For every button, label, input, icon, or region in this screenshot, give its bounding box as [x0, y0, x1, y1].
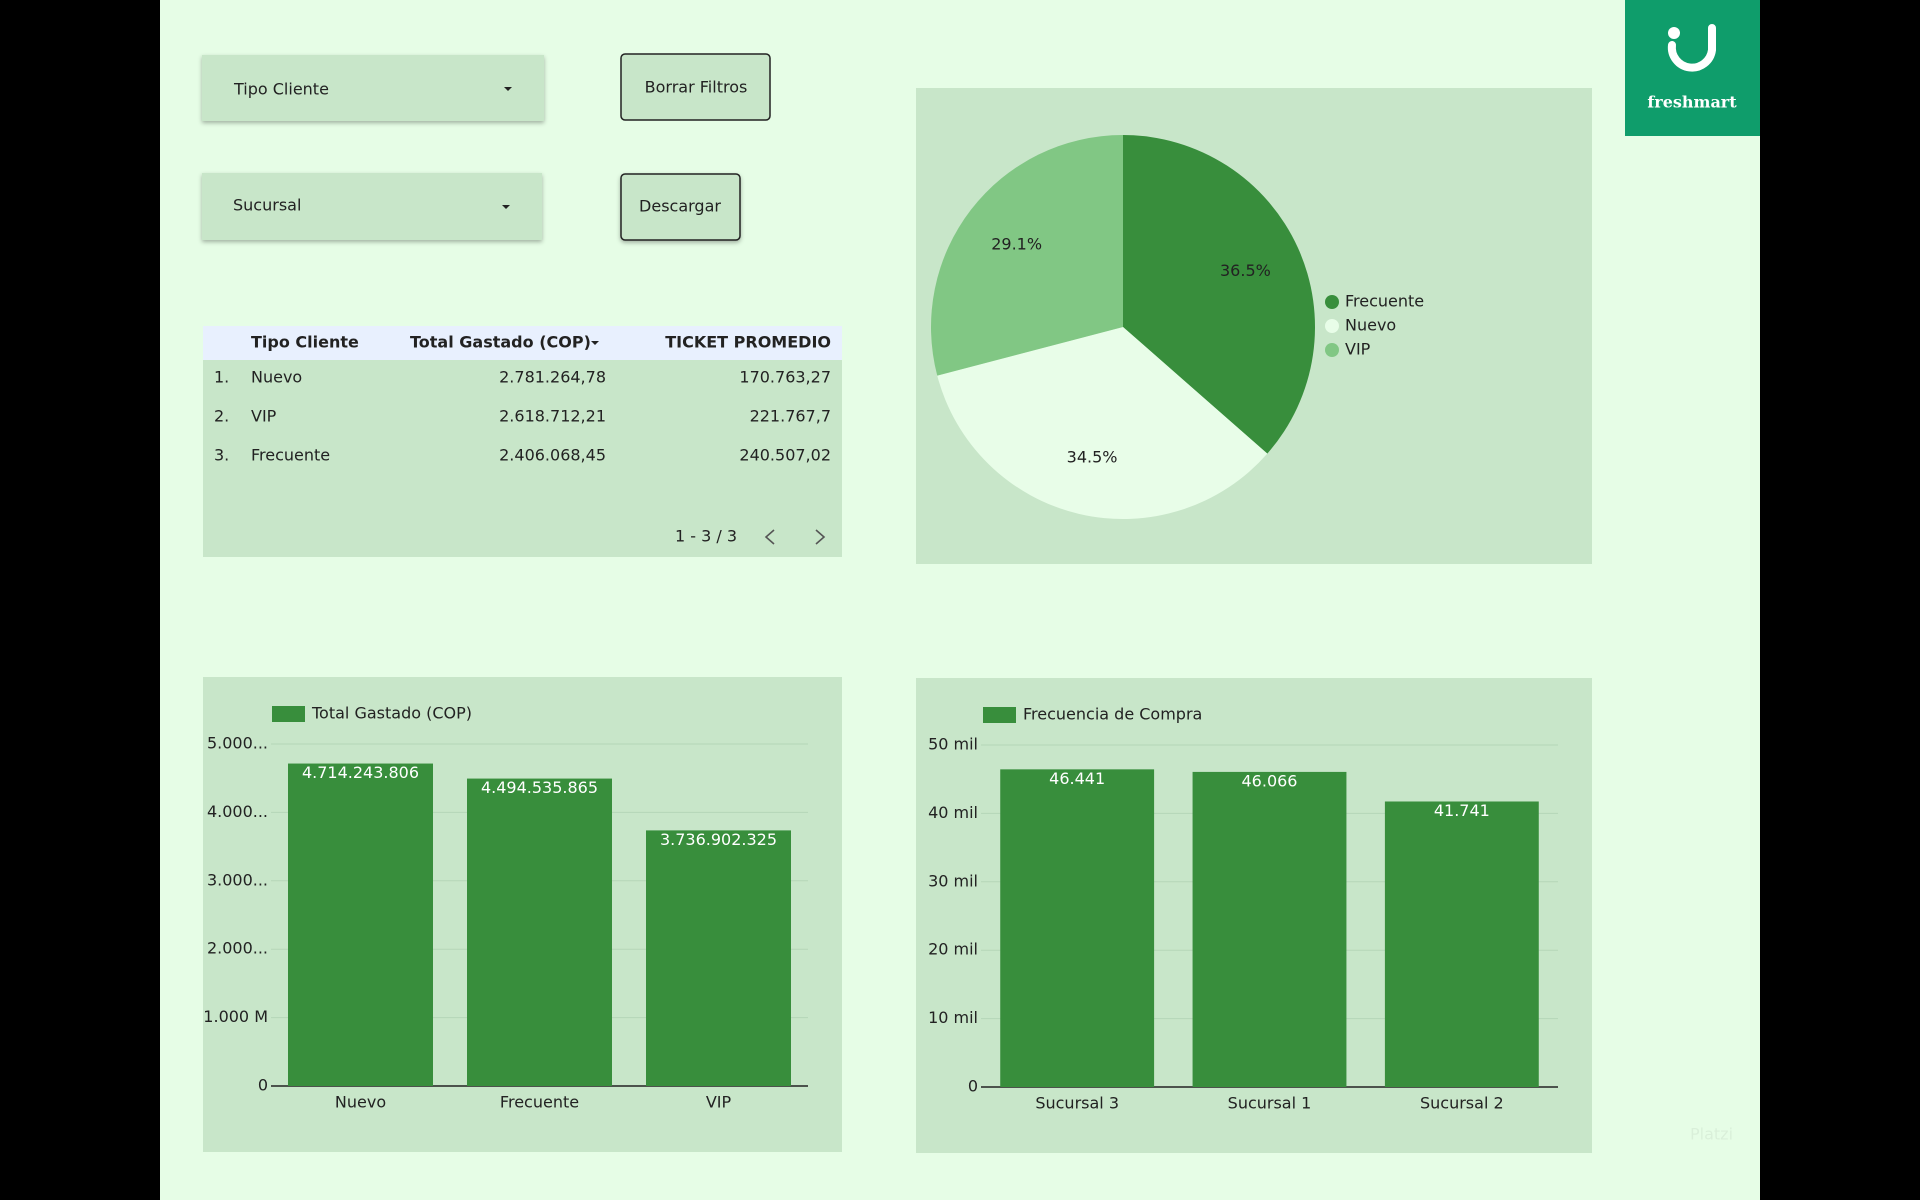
x-tick-label: VIP	[706, 1093, 732, 1112]
cell: Frecuente	[251, 446, 330, 465]
row-index: 3.	[214, 446, 229, 465]
filter-label: Tipo Cliente	[233, 80, 329, 99]
y-tick-label: 20 mil	[928, 940, 978, 959]
table-header-cell: TICKET PROMEDIO	[665, 333, 831, 352]
next-page[interactable]	[815, 529, 826, 545]
pie-slice	[1123, 135, 1316, 454]
y-tick-label: 40 mil	[928, 803, 978, 822]
bar	[1384, 801, 1539, 1087]
filter-dropdown[interactable]	[202, 173, 542, 240]
bar-value-label: 4.714.243.806	[302, 763, 419, 782]
bar-value-label: 41.741	[1434, 801, 1490, 820]
button-label: Borrar Filtros	[645, 78, 748, 97]
cell: 221.767,7	[750, 407, 831, 426]
y-tick-label: 4.000...	[207, 802, 268, 821]
dropdown-arrow	[502, 205, 510, 209]
legend-swatch	[1325, 319, 1339, 333]
pie-slice	[937, 327, 1268, 519]
bar-value-label: 46.066	[1242, 771, 1298, 790]
x-tick-label: Sucursal 1	[1228, 1094, 1312, 1113]
table-header-cell: Tipo Cliente	[251, 333, 359, 352]
cell: 170.763,27	[739, 368, 831, 387]
legend-label: Frecuencia de Compra	[1023, 705, 1202, 724]
bar-value-label: 3.736.902.325	[660, 830, 777, 849]
y-tick-label: 0	[968, 1077, 978, 1096]
cell: 240.507,02	[739, 446, 831, 465]
y-tick-label: 10 mil	[928, 1008, 978, 1027]
prev-page[interactable]	[764, 529, 775, 545]
cell: 2.406.068,45	[499, 446, 606, 465]
logo-icon	[1668, 27, 1680, 39]
y-tick-label: 2.000...	[207, 939, 268, 958]
filter-label: Sucursal	[233, 196, 301, 215]
logo-icon	[1667, 24, 1716, 72]
bar-value-label: 46.441	[1049, 769, 1105, 788]
y-tick-label: 0	[258, 1076, 268, 1095]
bar-value-label: 4.494.535.865	[481, 778, 598, 797]
y-tick-label: 3.000...	[207, 870, 268, 889]
slice-label: 29.1%	[991, 234, 1042, 253]
table-panel	[203, 326, 842, 557]
pie-slice	[931, 135, 1123, 376]
slice-label: 34.5%	[1067, 447, 1118, 466]
bar	[1192, 771, 1347, 1087]
button-label: Descargar	[639, 197, 721, 216]
cell: Nuevo	[251, 368, 302, 387]
button[interactable]	[620, 173, 741, 241]
cell: VIP	[251, 407, 277, 426]
x-tick-label: Nuevo	[335, 1093, 386, 1112]
bar	[646, 830, 791, 1086]
watermark: Platzi	[1690, 1125, 1733, 1144]
table-header-cell[interactable]: Total Gastado (COP)	[410, 333, 591, 352]
legend-label: VIP	[1345, 340, 1371, 359]
bar	[467, 778, 612, 1086]
x-tick-label: Sucursal 2	[1420, 1094, 1504, 1113]
table-header	[203, 326, 842, 360]
logo-text: freshmart	[1647, 93, 1737, 112]
dropdown-arrow	[504, 87, 512, 91]
pagination: 1 - 3 / 3	[675, 527, 737, 546]
bar	[288, 763, 433, 1086]
legend-label: Total Gastado (COP)	[311, 704, 472, 723]
table-body: 1. Nuevo 2.781.264,78 170.763,27 2. VIP 2.618.…	[214, 368, 831, 465]
filter-dropdown[interactable]	[202, 55, 544, 121]
legend-swatch	[1325, 295, 1339, 309]
row-index: 2.	[214, 407, 229, 426]
row-index: 1.	[214, 368, 229, 387]
cell: 2.618.712,21	[499, 407, 606, 426]
legend-label: Nuevo	[1345, 316, 1396, 335]
slice-label: 36.5%	[1220, 261, 1271, 280]
button[interactable]	[620, 53, 771, 121]
y-tick-label: 5.000...	[207, 734, 268, 753]
legend-swatch	[272, 706, 305, 722]
y-tick-label: 50 mil	[928, 735, 978, 754]
legend-swatch	[983, 707, 1016, 723]
cell: 2.781.264,78	[499, 368, 606, 387]
sort-arrow	[591, 341, 599, 345]
x-tick-label: Frecuente	[500, 1093, 579, 1112]
x-tick-label: Sucursal 3	[1035, 1094, 1119, 1113]
legend-swatch	[1325, 343, 1339, 357]
bar	[1000, 769, 1155, 1087]
y-tick-label: 30 mil	[928, 871, 978, 890]
y-tick-label: 1.000 M	[203, 1007, 268, 1026]
legend-label: Frecuente	[1345, 292, 1424, 311]
